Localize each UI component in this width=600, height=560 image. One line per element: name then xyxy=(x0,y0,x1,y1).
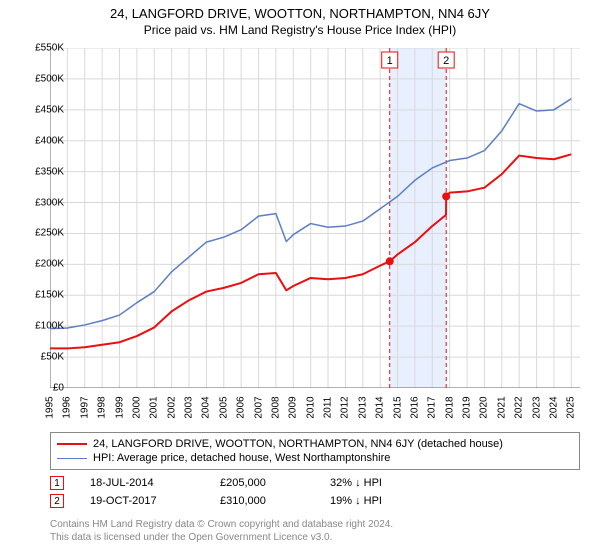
x-axis-tick: 2016 xyxy=(409,396,420,418)
x-axis-tick: 1995 xyxy=(45,396,56,418)
x-axis-tick: 1999 xyxy=(114,396,125,418)
y-axis-tick: £350K xyxy=(35,166,64,177)
transaction-date: 18-JUL-2014 xyxy=(90,477,220,489)
y-axis-tick: £150K xyxy=(35,290,64,301)
svg-text:2: 2 xyxy=(443,55,449,67)
y-axis-tick: £200K xyxy=(35,259,64,270)
x-axis-tick: 2019 xyxy=(462,396,473,418)
x-axis-tick: 2025 xyxy=(566,396,577,418)
footer-line1: Contains HM Land Registry data © Crown c… xyxy=(50,518,393,531)
footer-line2: This data is licensed under the Open Gov… xyxy=(50,531,393,544)
x-axis-tick: 2002 xyxy=(166,396,177,418)
transaction-price: £205,000 xyxy=(220,477,330,489)
x-axis-tick: 2024 xyxy=(548,396,559,418)
x-axis-tick: 1996 xyxy=(62,396,73,418)
transaction-marker: 1 xyxy=(50,476,64,490)
transaction-date: 19-OCT-2017 xyxy=(90,495,220,507)
x-axis-tick: 2004 xyxy=(201,396,212,418)
legend-label: 24, LANGFORD DRIVE, WOOTTON, NORTHAMPTON… xyxy=(93,438,503,450)
y-axis-tick: £50K xyxy=(41,352,64,363)
x-axis-tick: 1997 xyxy=(79,396,90,418)
transaction-row: 2 19-OCT-2017£310,00019% ↓ HPI xyxy=(50,492,580,510)
y-axis-tick: £100K xyxy=(35,321,64,332)
transactions-table: 1 18-JUL-2014£205,00032% ↓ HPI 2 19-OCT-201… xyxy=(50,474,580,510)
x-axis-tick: 2017 xyxy=(427,396,438,418)
transaction-diff: 19% ↓ HPI xyxy=(330,495,430,507)
transaction-row: 1 18-JUL-2014£205,00032% ↓ HPI xyxy=(50,474,580,492)
legend: 24, LANGFORD DRIVE, WOOTTON, NORTHAMPTON… xyxy=(50,432,580,470)
legend-item: HPI: Average price, detached house, West… xyxy=(57,451,573,465)
x-axis-tick: 2008 xyxy=(270,396,281,418)
transaction-diff: 32% ↓ HPI xyxy=(330,477,430,489)
y-axis-tick: £0 xyxy=(53,383,64,394)
x-axis-tick: 2021 xyxy=(496,396,507,418)
x-axis-tick: 2015 xyxy=(392,396,403,418)
x-axis-tick: 2014 xyxy=(375,396,386,418)
x-axis-tick: 2012 xyxy=(340,396,351,418)
x-axis-tick: 2003 xyxy=(184,396,195,418)
transaction-price: £310,000 xyxy=(220,495,330,507)
legend-label: HPI: Average price, detached house, West… xyxy=(93,452,390,464)
y-axis-tick: £250K xyxy=(35,228,64,239)
x-axis-tick: 2011 xyxy=(323,397,334,419)
x-axis-tick: 2005 xyxy=(218,396,229,418)
page-title: 24, LANGFORD DRIVE, WOOTTON, NORTHAMPTON… xyxy=(0,0,600,21)
y-axis-tick: £500K xyxy=(35,73,64,84)
transaction-marker: 2 xyxy=(50,494,64,508)
x-axis-tick: 2009 xyxy=(288,396,299,418)
page-subtitle: Price paid vs. HM Land Registry's House … xyxy=(0,21,600,37)
y-axis-tick: £300K xyxy=(35,197,64,208)
x-axis-tick: 2023 xyxy=(531,396,542,418)
legend-swatch xyxy=(57,443,87,445)
x-axis-tick: 2007 xyxy=(253,396,264,418)
x-axis-tick: 2013 xyxy=(357,396,368,418)
x-axis-tick: 2020 xyxy=(479,396,490,418)
x-axis-tick: 2018 xyxy=(444,396,455,418)
x-axis-tick: 2010 xyxy=(305,396,316,418)
legend-item: 24, LANGFORD DRIVE, WOOTTON, NORTHAMPTON… xyxy=(57,437,573,451)
x-axis-tick: 1998 xyxy=(97,396,108,418)
y-axis-tick: £400K xyxy=(35,135,64,146)
x-axis-tick: 2000 xyxy=(131,396,142,418)
svg-text:1: 1 xyxy=(387,55,393,67)
x-axis-tick: 2001 xyxy=(149,396,160,418)
footer-attribution: Contains HM Land Registry data © Crown c… xyxy=(50,518,393,544)
y-axis-tick: £450K xyxy=(35,104,64,115)
x-axis-tick: 2006 xyxy=(236,396,247,418)
y-axis-tick: £550K xyxy=(35,43,64,54)
price-chart: 12 xyxy=(50,48,580,388)
legend-swatch xyxy=(57,458,87,459)
x-axis-tick: 2022 xyxy=(514,396,525,418)
